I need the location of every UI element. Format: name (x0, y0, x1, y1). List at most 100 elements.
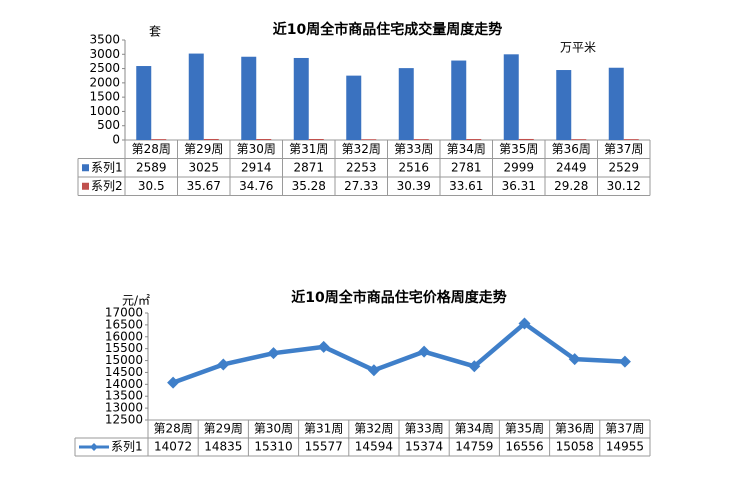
legend-label: 系列2 (91, 179, 123, 193)
bar (518, 138, 534, 140)
table-value: 2516 (398, 160, 429, 174)
chart-title: 近10周全市商品住宅价格周度走势 (291, 289, 506, 306)
bar (398, 68, 414, 140)
y-tick-label: 0 (112, 133, 120, 147)
x-tick-label: 第30周 (254, 422, 293, 436)
table-value: 2781 (451, 160, 482, 174)
table-value: 29.28 (554, 179, 588, 193)
bar (361, 139, 377, 140)
y-tick-label: 17000 (105, 306, 143, 320)
x-tick-label: 第30周 (237, 142, 276, 156)
bar (503, 54, 519, 140)
table-value: 2253 (346, 160, 377, 174)
point-marker (267, 347, 280, 360)
table-value: 30.39 (397, 179, 431, 193)
point-marker (468, 360, 481, 373)
y-tick-label: 13000 (105, 401, 143, 415)
legend-label: 系列1 (111, 440, 143, 454)
y-tick-label: 15500 (105, 341, 143, 355)
table-value: 35.67 (187, 179, 221, 193)
y-tick-label: 15000 (105, 353, 143, 367)
x-tick-label: 第35周 (505, 422, 544, 436)
table-value: 16556 (505, 440, 543, 454)
y2-axis-label: 万平米 (560, 41, 596, 55)
x-tick-label: 第32周 (342, 142, 381, 156)
x-tick-label: 第29周 (204, 422, 243, 436)
table-value: 14835 (204, 440, 242, 454)
table-value: 2589 (136, 160, 167, 174)
y-tick-label: 14500 (105, 365, 143, 379)
point-marker (317, 340, 330, 353)
table-value: 35.28 (292, 179, 326, 193)
bar (413, 139, 429, 140)
point-marker (568, 353, 581, 366)
y-tick-label: 1000 (89, 104, 120, 118)
x-tick-label: 第31周 (304, 422, 343, 436)
bar (466, 139, 482, 140)
chart-title: 近10周全市商品住宅成交量周度走势 (273, 21, 502, 38)
x-tick-label: 第33周 (394, 142, 433, 156)
table-value: 2999 (503, 160, 534, 174)
bar (571, 139, 587, 140)
table-value: 14759 (455, 440, 493, 454)
table-value: 2871 (293, 160, 324, 174)
bar (256, 139, 272, 140)
x-tick-label: 第34周 (447, 142, 486, 156)
bar (451, 60, 467, 140)
y-tick-label: 3500 (89, 33, 120, 47)
table-value: 34.76 (239, 179, 273, 193)
x-tick-label: 第32周 (354, 422, 393, 436)
x-tick-label: 第33周 (404, 422, 443, 436)
table-value: 3025 (188, 160, 219, 174)
bar (136, 66, 152, 140)
bar (623, 139, 639, 140)
table-value: 14072 (154, 440, 192, 454)
bar (151, 139, 167, 140)
point-marker (618, 355, 631, 368)
table-value: 15058 (556, 440, 594, 454)
x-tick-label: 第28周 (132, 142, 171, 156)
table-value: 14594 (355, 440, 393, 454)
point-marker (518, 317, 531, 330)
table-value: 15310 (254, 440, 292, 454)
bar (203, 138, 219, 140)
x-tick-label: 第35周 (499, 142, 538, 156)
table-value: 15374 (405, 440, 443, 454)
x-tick-label: 第34周 (455, 422, 494, 436)
bar (556, 70, 572, 140)
y-tick-label: 12500 (105, 413, 143, 427)
bar (188, 53, 204, 141)
legend-label: 系列1 (91, 160, 123, 174)
point-marker (217, 358, 230, 371)
legend-marker (90, 443, 98, 451)
y-tick-label: 500 (97, 118, 120, 132)
point-marker (367, 364, 380, 377)
y-tick-label: 16000 (105, 329, 143, 343)
table-value: 2529 (608, 160, 639, 174)
bar (241, 56, 257, 140)
x-tick-label: 第37周 (605, 422, 644, 436)
x-tick-label: 第36周 (552, 142, 591, 156)
bar (308, 138, 324, 140)
x-tick-label: 第31周 (289, 142, 328, 156)
x-tick-label: 第29周 (184, 142, 223, 156)
point-marker (418, 345, 431, 358)
bar (608, 67, 624, 140)
table-value: 30.12 (607, 179, 641, 193)
point-marker (167, 376, 180, 389)
x-tick-label: 第37周 (604, 142, 643, 156)
legend-swatch (82, 182, 89, 190)
table-value: 30.5 (138, 179, 165, 193)
y-tick-label: 16500 (105, 317, 143, 331)
bar (346, 75, 362, 140)
table-value: 27.33 (344, 179, 378, 193)
table-value: 14955 (606, 440, 644, 454)
bar (293, 57, 309, 140)
y-tick-label: 13500 (105, 389, 143, 403)
y-axis-label: 套 (149, 25, 161, 39)
table-value: 36.31 (502, 179, 536, 193)
x-tick-label: 第28周 (153, 422, 192, 436)
table-value: 15577 (305, 440, 343, 454)
